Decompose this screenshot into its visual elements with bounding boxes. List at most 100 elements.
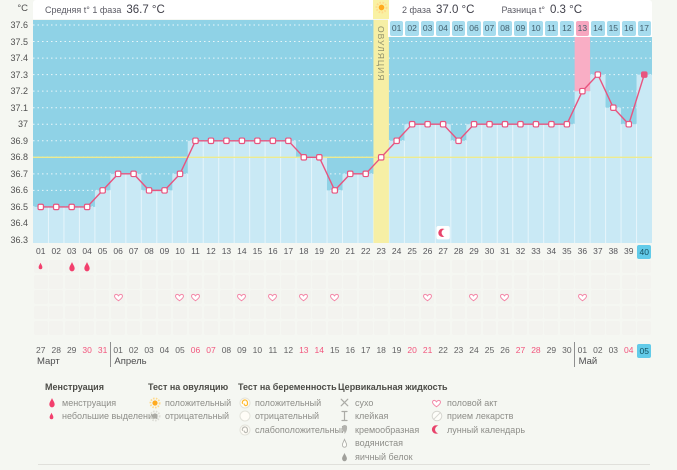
- symbol-cell: [436, 259, 450, 274]
- date-label: 06: [190, 345, 201, 355]
- y-tick-label: 36.9: [10, 135, 28, 146]
- cycle-day-number: 13: [221, 246, 232, 256]
- y-tick-label: 37.3: [10, 69, 28, 80]
- temperature-point: [83, 203, 91, 211]
- date-label: 04: [159, 345, 170, 355]
- cf-eggwhite-icon: [338, 452, 351, 463]
- symbol-cell: [420, 259, 435, 274]
- phase2-value: 37.0 °C: [435, 3, 475, 16]
- temperature-point: [625, 120, 633, 128]
- temperature-point: [223, 137, 230, 145]
- temperature-point: [594, 71, 602, 78]
- phase2-day-cell: 07: [482, 20, 497, 36]
- intercourse-icon: [575, 290, 589, 304]
- symbol-cell: [637, 305, 652, 320]
- cycle-day-number: 17: [283, 246, 294, 256]
- symbol-cell: [95, 274, 110, 289]
- temperature-point: [315, 154, 323, 161]
- temperature-point: [161, 187, 168, 194]
- temperature-point: [331, 187, 339, 194]
- temperature-point: [517, 120, 524, 128]
- symbol-cell: [374, 259, 389, 274]
- legend-item-label: сухо: [355, 397, 374, 408]
- intercourse-icon: [297, 290, 311, 304]
- cycle-day-number: 32: [515, 246, 526, 256]
- symbol-cell: [80, 290, 95, 304]
- symbol-cell: [64, 320, 79, 335]
- symbol-cell: [265, 320, 280, 335]
- temperature-point: [269, 137, 277, 145]
- cycle-day-number: 36: [577, 246, 588, 256]
- cycle-day-number: 06: [113, 246, 123, 256]
- ovulation-band: [373, 20, 389, 243]
- symbol-cell: [575, 305, 590, 320]
- symbol-cell: [389, 259, 404, 274]
- date-label: 27: [515, 345, 526, 355]
- symbol-cell: [111, 259, 125, 274]
- symbol-cell: [467, 259, 481, 274]
- date-label: 17: [360, 345, 371, 355]
- symbol-cell: [451, 290, 466, 304]
- y-tick-label: 36.5: [10, 201, 28, 212]
- menstruation-icon: [80, 260, 94, 274]
- month-divider: [109, 342, 111, 367]
- phase2-day-cell: 04: [436, 20, 450, 36]
- symbol-cell: [374, 290, 389, 304]
- symbol-cell: [621, 274, 636, 289]
- symbol-cell: [188, 274, 203, 289]
- symbol-cell: [621, 290, 636, 304]
- symbol-cell: [420, 274, 435, 289]
- temperature-point: [640, 71, 648, 78]
- symbol-cell: [606, 274, 621, 289]
- date-label: 07: [206, 345, 216, 355]
- symbol-cell: [188, 305, 203, 320]
- temperature-point: [408, 120, 416, 128]
- phase2-day-cell: 12: [560, 20, 574, 36]
- phase2-day-cell: 10: [529, 20, 543, 36]
- y-tick-label: 36.8: [10, 152, 28, 163]
- temperature-point: [145, 187, 153, 194]
- date-label: 01: [577, 345, 588, 355]
- symbol-cell: [80, 274, 95, 289]
- symbol-cell: [374, 274, 389, 289]
- symbol-cell: [142, 320, 156, 335]
- intercourse-icon: [235, 290, 249, 304]
- phase2-day-cell: 06: [467, 20, 481, 36]
- symbol-cell: [204, 274, 218, 289]
- symbol-cell: [219, 274, 234, 289]
- symbol-cell: [312, 305, 327, 320]
- symbol-cell: [49, 305, 64, 320]
- symbol-cell: [64, 274, 79, 289]
- highlighted-day-band: [574, 36, 591, 92]
- symbol-cell: [111, 320, 125, 335]
- symbol-cell: [482, 259, 497, 274]
- phase2-day-cell: 05: [451, 20, 466, 36]
- symbol-cell: [343, 274, 358, 289]
- symbol-cell: [559, 320, 574, 335]
- date-label: 15: [330, 345, 340, 355]
- legend-item: сухо: [338, 396, 373, 409]
- phase2-day-cell: 09: [513, 20, 528, 36]
- y-tick-label: 37.1: [10, 102, 28, 113]
- date-label: 24: [469, 345, 479, 355]
- symbol-cell: [33, 290, 48, 304]
- ovulation-band-label: ОВУЛЯЦИЯ: [376, 26, 386, 81]
- date-label: 05: [175, 345, 185, 355]
- date-label: 04: [624, 345, 634, 355]
- temperature-point: [285, 137, 292, 145]
- legend-item: кремообразная: [338, 423, 419, 436]
- symbol-cell: [219, 305, 234, 320]
- date-label: 13: [299, 345, 309, 355]
- cycle-day-number: 28: [453, 246, 464, 256]
- symbol-cell: [234, 274, 249, 289]
- date-label: 29: [546, 345, 557, 355]
- symbol-cell: [436, 274, 450, 289]
- symbol-cell: [265, 305, 280, 320]
- phase2-day-cell: 01: [389, 20, 404, 36]
- date-label: 30: [562, 345, 572, 355]
- legend-section-title: Тест на овуляцию: [148, 382, 229, 392]
- phase1-value: 36.7 °C: [126, 3, 165, 16]
- symbol-cell: [606, 320, 621, 335]
- legend-section-title: Менструация: [45, 382, 104, 392]
- date-label: 26: [500, 345, 510, 355]
